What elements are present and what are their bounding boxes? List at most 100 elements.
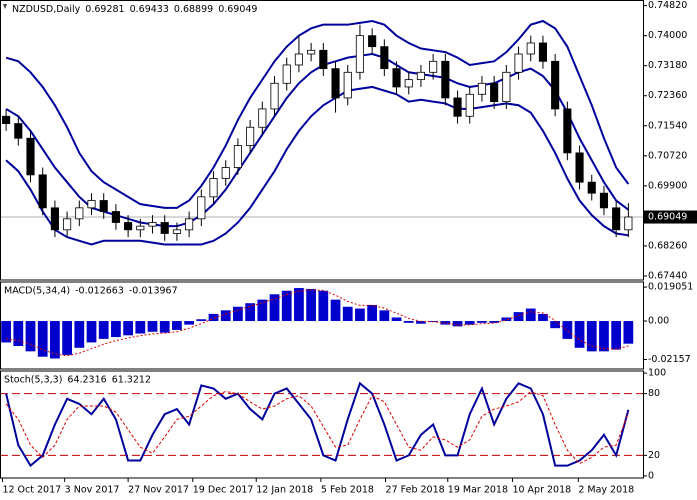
macd-bar (318, 290, 329, 322)
macd-bar (196, 319, 207, 322)
candle-body (453, 97, 462, 117)
macd-bar (355, 308, 365, 322)
bollinger-band (5, 52, 629, 228)
candle-body (221, 167, 230, 179)
bollinger-band (5, 85, 629, 246)
main-panel-frame (0, 0, 644, 281)
y-tick-label: 0.73180 (648, 60, 687, 71)
y-tick-label: -0.02157 (648, 354, 691, 365)
candle-body (477, 82, 487, 95)
candle-body (599, 192, 609, 209)
candle-body (270, 82, 279, 110)
candle-body (136, 225, 145, 231)
macd-bar (37, 321, 48, 357)
x-tick-label: 19 Dec 2017 (193, 485, 254, 496)
candle-body (185, 218, 194, 231)
macd-bar (147, 321, 158, 332)
macd-bar (501, 317, 512, 322)
candle-body (563, 108, 572, 154)
macd-bar (452, 321, 463, 327)
x-tick-label: 10 Apr 2018 (512, 485, 571, 496)
macd-bar (586, 321, 597, 352)
panel-header: 0.69281 (85, 4, 124, 15)
candle-body (124, 222, 133, 231)
candle-body (416, 71, 425, 81)
panel-header: NZDUSD,Daily (12, 4, 81, 15)
y-tick-label: 0.69900 (648, 180, 687, 191)
candle-body (441, 60, 450, 99)
macd-bar (513, 312, 524, 322)
candle-body (514, 53, 523, 73)
candle-body (502, 71, 511, 103)
macd-bar (220, 310, 231, 322)
x-tick-label: 3 Nov 2017 (65, 485, 120, 496)
panel-header: 61.3212 (112, 375, 151, 386)
macd-bar (281, 290, 292, 322)
y-tick-label: 0.70720 (648, 150, 687, 161)
candle-body (148, 222, 157, 227)
panel-header: 0.68899 (174, 4, 213, 15)
candle-body (111, 211, 120, 223)
macd-bar (172, 321, 182, 330)
candle-body (624, 216, 633, 231)
x-tick-label: 2 May 2018 (578, 485, 634, 496)
macd-bar (623, 321, 634, 344)
symbol-icon (3, 4, 7, 9)
x-tick-label: 12 Jan 2018 (256, 485, 313, 496)
macd-bar (135, 321, 146, 334)
current-price-box (644, 210, 697, 224)
candle-body (50, 207, 59, 231)
candle-body (307, 49, 316, 55)
macd-bar (538, 313, 548, 322)
x-tick-label: 27 Feb 2018 (386, 485, 445, 496)
macd-bar (489, 321, 500, 323)
candle-body (38, 174, 47, 209)
macd-bar (330, 299, 341, 322)
y-tick-label: 0.74000 (648, 30, 687, 41)
y-tick-label: 0.00 (648, 316, 669, 327)
macd-bar (464, 321, 475, 325)
candle-body (75, 207, 84, 220)
panel-header: -0.012663 (75, 286, 124, 297)
macd-bar (599, 321, 609, 352)
candle-body (319, 49, 328, 70)
current-price-label: 0.69049 (648, 212, 687, 223)
panel-header: Stoch(5,3,3) (4, 375, 62, 386)
y-tick-label: 20 (648, 450, 660, 461)
macd-bar (257, 299, 268, 322)
y-tick-label: 0.68260 (648, 240, 687, 251)
candle-body (355, 35, 364, 73)
y-tick-label: 0.72360 (648, 90, 687, 101)
macd-bar (379, 310, 390, 322)
candle-body (429, 60, 438, 73)
x-tick-label: 27 Nov 2017 (128, 485, 189, 496)
macd-bar (391, 317, 402, 322)
panel-header: 64.2316 (67, 375, 106, 386)
candle-body (14, 123, 23, 139)
candle-body (368, 35, 377, 48)
x-tick-label: 12 Oct 2017 (2, 485, 61, 496)
y-tick-label: 0.74820 (648, 0, 687, 11)
candle-body (612, 207, 621, 231)
candle-body (380, 46, 389, 70)
candle-body (294, 53, 303, 66)
panel-header: 0.69049 (218, 4, 257, 15)
candle-body (490, 82, 499, 103)
candle-body (2, 115, 11, 124)
candle-body (160, 222, 169, 234)
macd-bar (294, 288, 304, 322)
y-tick-label: 80 (648, 388, 660, 399)
candle-body (197, 196, 206, 220)
candle-body (587, 181, 596, 194)
panel-header: MACD(5,34,4) (4, 286, 70, 297)
y-tick-label: 0 (648, 470, 654, 481)
candle-body (63, 218, 72, 231)
macd-bar (233, 306, 243, 322)
bollinger-band (5, 19, 630, 209)
macd-bar (245, 303, 256, 322)
candle-body (99, 200, 108, 212)
macd-bar (550, 321, 561, 329)
macd-bar (562, 321, 573, 339)
